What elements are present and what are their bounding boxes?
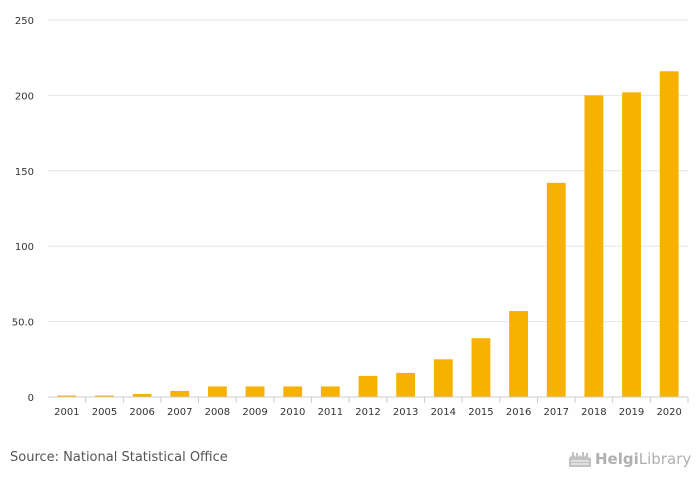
bar-2018 [584, 95, 604, 398]
y-axis-ticks: 0 50.0 100 150 200 250 [12, 16, 34, 404]
bar-2007 [170, 390, 190, 397]
bar-2011 [320, 386, 340, 397]
bar-2001 [57, 395, 77, 397]
bar-2005 [95, 395, 114, 397]
x-tick-label: 2020 [656, 407, 681, 418]
gridlines [48, 19, 688, 323]
bar-2020 [659, 71, 679, 397]
x-tick-label: 2019 [619, 407, 644, 418]
logo-text-light: Library [638, 450, 692, 468]
bar-2017 [546, 182, 566, 397]
y-tick-label: 200 [15, 91, 34, 102]
x-tick-label: 2010 [280, 407, 305, 418]
x-tick-label: 2007 [167, 407, 192, 418]
bar-2015 [471, 338, 491, 397]
x-tick-label: 2015 [468, 407, 493, 418]
x-tick-label: 2009 [242, 407, 267, 418]
bar-2008 [208, 386, 227, 397]
y-tick-label: 50.0 [12, 318, 34, 329]
source-note: Source: National Statistical Office [10, 450, 228, 465]
y-tick-label: 0 [28, 393, 34, 404]
library-building-icon [569, 452, 591, 467]
helgi-library-logo: HelgiLibrary [568, 449, 691, 469]
bar-2019 [622, 92, 641, 397]
x-tick-label: 2013 [393, 407, 418, 418]
logo-text: HelgiLibrary [595, 450, 691, 468]
x-tick-label: 2018 [581, 407, 606, 418]
bar-2006 [132, 393, 152, 397]
x-tick-label: 2008 [205, 407, 230, 418]
bars [57, 71, 679, 398]
bar-2009 [245, 386, 265, 397]
x-tick-label: 2016 [506, 407, 531, 418]
x-tick-label: 2014 [431, 407, 456, 418]
y-tick-label: 250 [15, 16, 34, 27]
bar-2016 [509, 311, 528, 397]
bar-2014 [433, 359, 453, 397]
bar-2010 [283, 386, 303, 397]
logo-text-bold: Helgi [595, 450, 639, 468]
x-tick-label: 2005 [92, 407, 117, 418]
y-tick-label: 150 [15, 167, 34, 178]
x-axis-ticks: 2001 2005 2006 2007 2008 2009 2010 2011 2012 2013… [54, 397, 689, 418]
x-tick-label: 2006 [129, 407, 154, 418]
x-tick-label: 2001 [54, 407, 79, 418]
x-tick-label: 2017 [544, 407, 569, 418]
bar-2013 [396, 372, 416, 397]
y-tick-label: 100 [15, 242, 34, 253]
bar-2012 [358, 375, 378, 397]
x-tick-label: 2011 [318, 407, 343, 418]
x-tick-label: 2012 [355, 407, 380, 418]
